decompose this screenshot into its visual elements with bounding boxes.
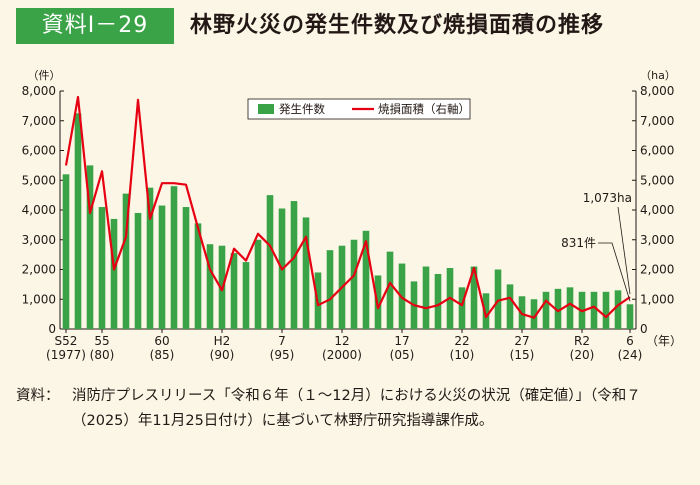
left-axis-tick-label: 7,000 <box>22 114 56 128</box>
bar-1994 <box>266 195 274 329</box>
x-tick-label-era: 6 <box>626 334 634 348</box>
left-axis-unit: （件） <box>28 69 61 82</box>
bar-2013 <box>494 269 502 329</box>
bar-1984 <box>146 187 154 329</box>
bar-2008 <box>434 273 442 329</box>
bar-2024 <box>626 304 634 329</box>
right-axis-tick-label: 3,000 <box>640 233 674 247</box>
bar-1986 <box>170 186 178 329</box>
x-tick-label-era: H2 <box>214 334 231 348</box>
x-tick-label-year: (15) <box>510 348 535 362</box>
figure-title: 林野火災の発生件数及び焼損面積の推移 <box>190 13 605 38</box>
bar-1999 <box>326 250 334 329</box>
bar-1991 <box>230 253 238 329</box>
right-axis-tick-label: 7,000 <box>640 114 674 128</box>
bar-2014 <box>506 284 514 329</box>
x-tick-label-year: (10) <box>450 348 475 362</box>
x-tick-label-era: R2 <box>574 334 590 348</box>
bar-2022 <box>602 291 610 329</box>
bar-1989 <box>206 244 214 329</box>
x-tick-label-year: (2000) <box>322 348 362 362</box>
x-tick-label-era: 12 <box>334 334 349 348</box>
bar-1997 <box>302 217 310 329</box>
x-tick-label-era: 22 <box>454 334 469 348</box>
figure-number-badge: 資料Ⅰ－29 <box>16 8 174 44</box>
x-tick-label-year: (85) <box>150 348 175 362</box>
x-tick-label-era: 17 <box>394 334 409 348</box>
bar-2021 <box>590 291 598 329</box>
legend-label-line: 焼損面積（右軸） <box>378 102 470 116</box>
x-axis-unit: （年） <box>646 334 682 348</box>
right-axis-tick-label: 2,000 <box>640 263 674 277</box>
source-note-text: 消防庁プレスリリース「令和６年（１～12月）における火災の状況（確定値）」（令和… <box>72 388 641 429</box>
bar-2002 <box>362 230 370 329</box>
right-axis-tick-label: 6,000 <box>640 144 674 158</box>
left-axis-tick-label: 4,000 <box>22 203 56 217</box>
line-series-burned-area <box>64 95 631 319</box>
bar-2011 <box>470 266 478 329</box>
bar-1992 <box>242 262 250 329</box>
left-axis-tick-label: 6,000 <box>22 144 56 158</box>
x-tick-label-year: (90) <box>210 348 235 362</box>
right-axis-tick-label: 8,000 <box>640 84 674 98</box>
x-tick-label-era: 60 <box>154 334 169 348</box>
x-tick-label-year: (24) <box>618 348 643 362</box>
bar-2019 <box>566 287 574 329</box>
right-axis-tick-label: 5,000 <box>640 173 674 187</box>
x-tick-label-year: (20) <box>570 348 595 362</box>
legend-label-bar: 発生件数 <box>279 102 325 116</box>
x-tick-label-year: (1977) <box>46 348 86 362</box>
bar-2018 <box>554 288 562 329</box>
left-axis-tick-label: 5,000 <box>22 173 56 187</box>
x-tick-label-year: (05) <box>390 348 415 362</box>
chart: （件） （ha） 0 0 1,000 1,000 2,000 2,000 3,000 3,000 4… <box>22 69 682 362</box>
left-axis-tick-label: 2,000 <box>22 263 56 277</box>
bar-2007 <box>422 266 430 329</box>
x-tick-label-era: 27 <box>514 334 529 348</box>
bar-2012 <box>482 293 490 329</box>
bar-1978 <box>74 113 82 329</box>
bar-2001 <box>350 239 358 329</box>
bar-1982 <box>122 193 130 329</box>
bar-1981 <box>110 218 118 329</box>
right-axis-unit: （ha） <box>640 69 676 82</box>
annotation-count-label: 831件 <box>561 236 596 250</box>
source-note-prefix: 資料： <box>16 388 60 404</box>
bar-2016 <box>530 299 538 329</box>
legend-swatch-bar <box>258 104 274 114</box>
bar-2010 <box>458 287 466 329</box>
left-axis-tick-label: 1,000 <box>22 292 56 306</box>
bar-1983 <box>134 212 142 329</box>
left-axis-tick-label: 3,000 <box>22 233 56 247</box>
x-tick-label-year: (95) <box>270 348 295 362</box>
bar-1987 <box>182 207 190 329</box>
left-axis-tick-label: 8,000 <box>22 84 56 98</box>
bar-1988 <box>194 223 202 329</box>
bar-1996 <box>290 201 298 329</box>
x-tick-label-year: (80) <box>90 348 115 362</box>
bar-2004 <box>386 251 394 329</box>
annotation-area-label: 1,073ha <box>583 191 632 205</box>
x-tick-label-era: S52 <box>55 334 78 348</box>
bar-1993 <box>254 239 262 329</box>
bar-1980 <box>98 207 106 329</box>
x-tick-label-era: 7 <box>278 334 286 348</box>
annotation-count-leader <box>598 242 631 302</box>
right-axis-tick-label: 4,000 <box>640 203 674 217</box>
bar-1977 <box>62 174 70 329</box>
figure-header: 資料Ⅰ－29 林野火災の発生件数及び焼損面積の推移 <box>0 8 700 44</box>
x-tick-label-era: 55 <box>94 334 109 348</box>
right-axis-tick-label: 0 <box>640 322 648 336</box>
bar-1979 <box>86 165 94 329</box>
left-axis-tick-label: 0 <box>48 322 56 336</box>
bar-1985 <box>158 205 166 329</box>
annotation-area-leader <box>617 206 631 295</box>
right-axis-tick-label: 1,000 <box>640 292 674 306</box>
bar-2017 <box>542 291 550 329</box>
bar-2023 <box>614 290 622 329</box>
